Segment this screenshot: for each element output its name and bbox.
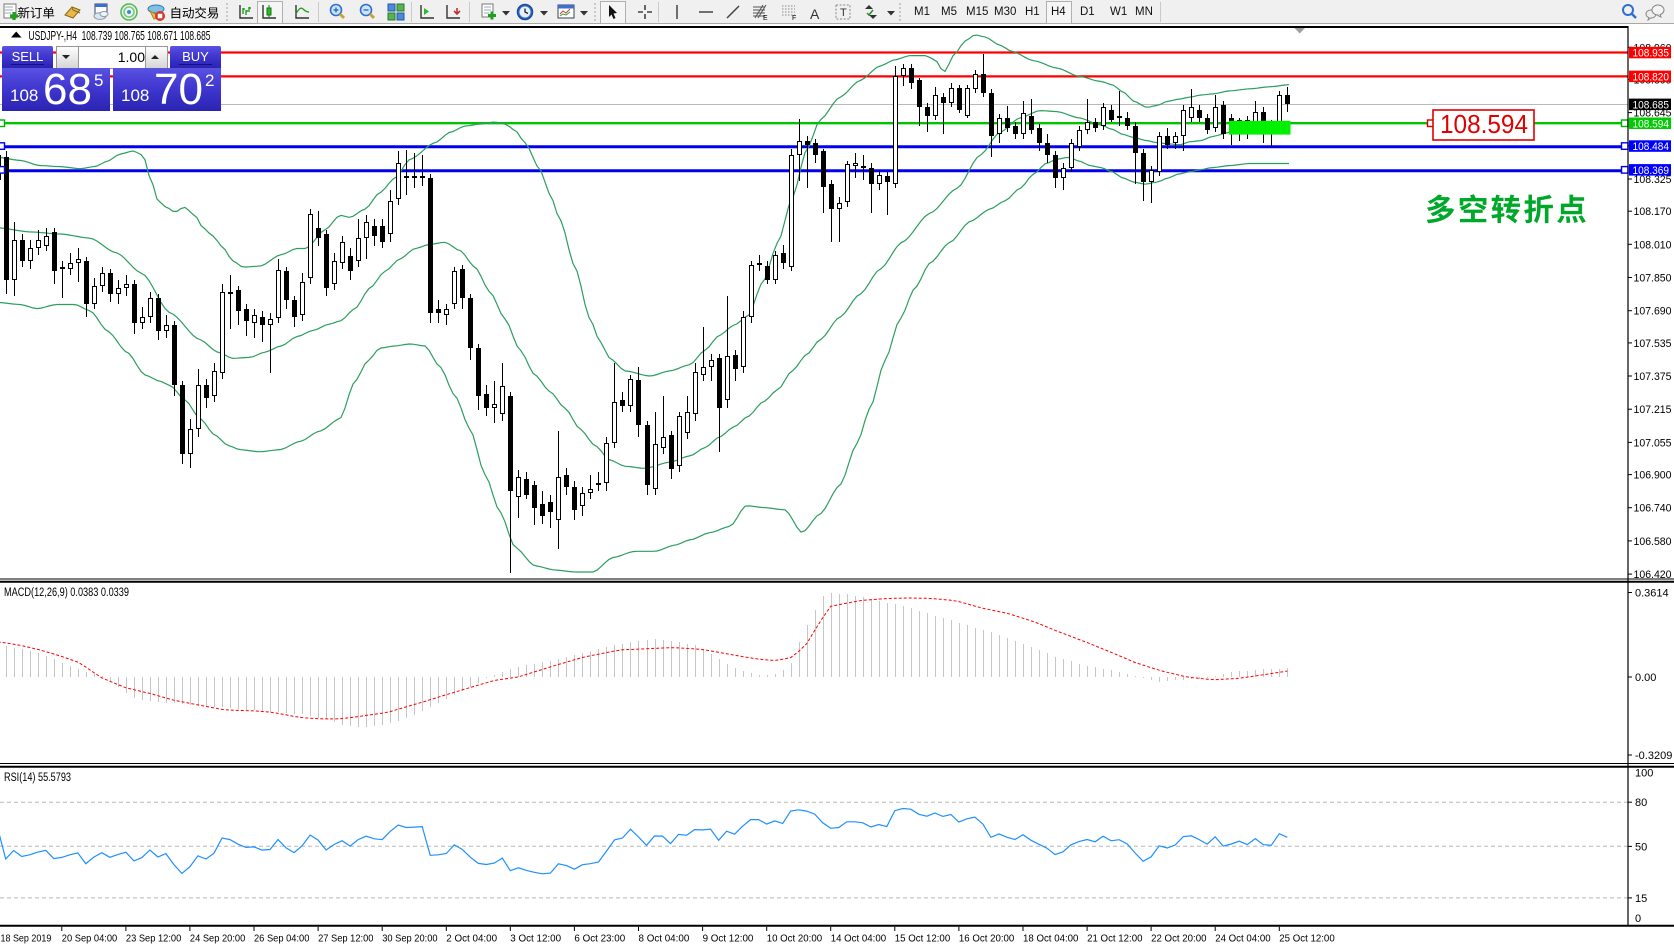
svg-text:107.535: 107.535: [1634, 338, 1672, 350]
svg-text:14 Oct 04:00: 14 Oct 04:00: [831, 933, 887, 945]
svg-text:108.010: 108.010: [1634, 239, 1672, 251]
svg-text:30 Sep 20:00: 30 Sep 20:00: [382, 933, 438, 945]
svg-text:RSI(14) 55.5793: RSI(14) 55.5793: [4, 772, 71, 784]
svg-text:T: T: [840, 7, 847, 19]
svg-text:USDJPY-,H4 108.739 108.765 10: USDJPY-,H4 108.739 108.765 108.671 108.6…: [29, 29, 211, 43]
svg-text:108.484: 108.484: [1633, 141, 1670, 153]
svg-text:9 Oct 12:00: 9 Oct 12:00: [703, 933, 754, 945]
svg-text:107.690: 107.690: [1634, 306, 1672, 318]
svg-text:100: 100: [1635, 768, 1653, 780]
svg-text:6 Oct 23:00: 6 Oct 23:00: [574, 933, 625, 945]
svg-text:107.215: 107.215: [1634, 404, 1672, 416]
svg-text:106.900: 106.900: [1634, 470, 1672, 482]
svg-text:2 Oct 04:00: 2 Oct 04:00: [446, 933, 497, 945]
svg-text:20 Sep 04:00: 20 Sep 04:00: [62, 933, 118, 945]
svg-text:108.935: 108.935: [1633, 48, 1670, 60]
svg-text:0: 0: [1635, 913, 1641, 925]
svg-text:108.170: 108.170: [1634, 206, 1672, 218]
svg-text:24 Oct 04:00: 24 Oct 04:00: [1215, 933, 1271, 945]
svg-text:108.325: 108.325: [1634, 174, 1672, 186]
svg-text:108.645: 108.645: [1634, 108, 1672, 120]
svg-text:108.685: 108.685: [1633, 100, 1670, 112]
svg-text:80: 80: [1635, 797, 1647, 809]
svg-text:106.580: 106.580: [1634, 536, 1672, 548]
svg-text:24 Sep 20:00: 24 Sep 20:00: [190, 933, 246, 945]
svg-text:108.594: 108.594: [1440, 109, 1528, 139]
svg-text:0.00: 0.00: [1635, 672, 1656, 684]
svg-text:108.820: 108.820: [1633, 72, 1670, 84]
svg-text:23 Sep 12:00: 23 Sep 12:00: [126, 933, 182, 945]
svg-text:108.594: 108.594: [1633, 118, 1670, 130]
svg-text:15: 15: [1635, 893, 1647, 905]
svg-text:E: E: [763, 15, 768, 22]
svg-text:3 Oct 12:00: 3 Oct 12:00: [510, 933, 561, 945]
svg-text:107.375: 107.375: [1634, 371, 1672, 383]
svg-text:50: 50: [1635, 841, 1647, 853]
svg-text:-0.3209: -0.3209: [1635, 750, 1672, 762]
svg-text:0.3614: 0.3614: [1635, 588, 1669, 600]
svg-text:8 Oct 04:00: 8 Oct 04:00: [639, 933, 690, 945]
svg-text:25 Oct 12:00: 25 Oct 12:00: [1279, 933, 1335, 945]
svg-text:16 Oct 20:00: 16 Oct 20:00: [959, 933, 1015, 945]
svg-text:27 Sep 12:00: 27 Sep 12:00: [318, 933, 374, 945]
svg-text:22 Oct 20:00: 22 Oct 20:00: [1151, 933, 1207, 945]
svg-text:18 Sep 2019: 18 Sep 2019: [1, 933, 52, 945]
svg-text:10 Oct 20:00: 10 Oct 20:00: [767, 933, 823, 945]
svg-text:106.420: 106.420: [1634, 569, 1672, 581]
svg-text:21 Oct 12:00: 21 Oct 12:00: [1087, 933, 1143, 945]
svg-text:26 Sep 04:00: 26 Sep 04:00: [254, 933, 310, 945]
svg-text:MACD(12,26,9) 0.0383 0.0339: MACD(12,26,9) 0.0383 0.0339: [4, 587, 129, 599]
svg-text:108.369: 108.369: [1633, 165, 1670, 177]
svg-text:F: F: [792, 15, 796, 22]
svg-text:15 Oct 12:00: 15 Oct 12:00: [895, 933, 951, 945]
svg-text:107.055: 107.055: [1634, 437, 1672, 449]
svg-text:106.740: 106.740: [1634, 503, 1672, 515]
svg-text:107.850: 107.850: [1634, 273, 1672, 285]
svg-text:18 Oct 04:00: 18 Oct 04:00: [1023, 933, 1079, 945]
